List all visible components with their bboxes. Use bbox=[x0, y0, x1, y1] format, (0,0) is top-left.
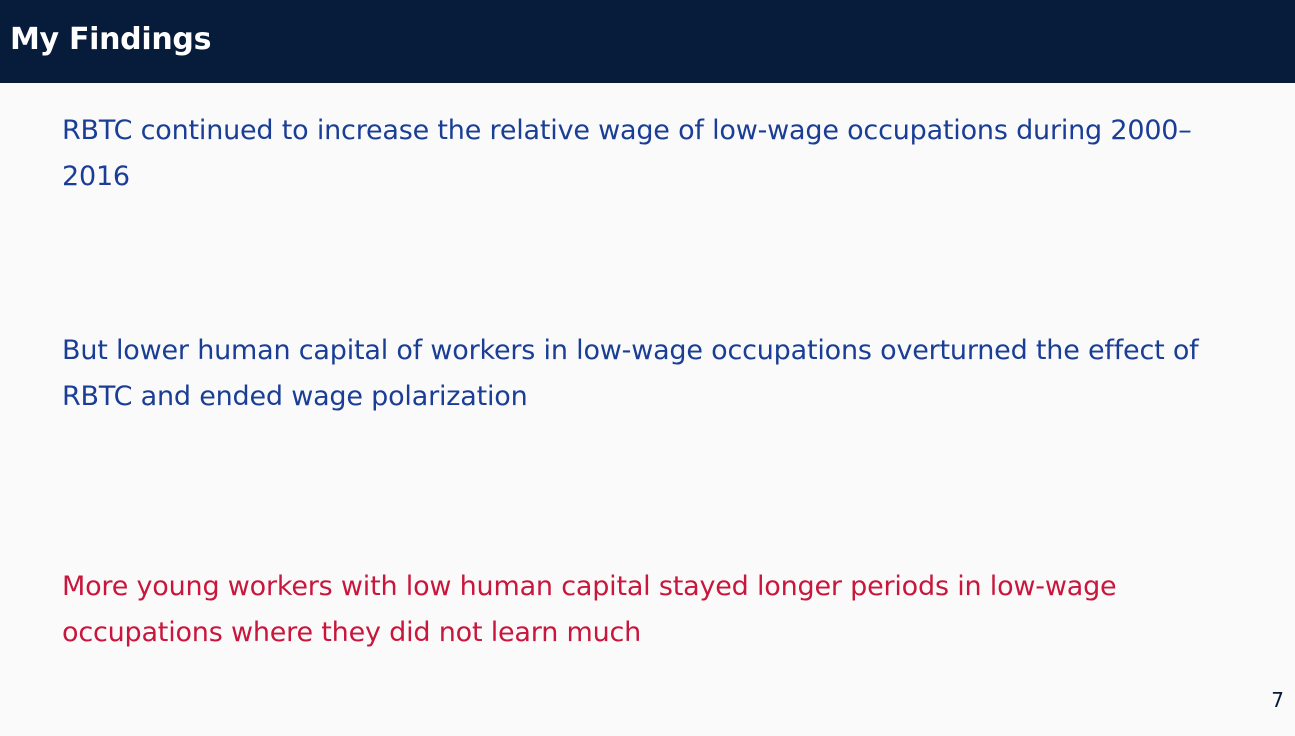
finding-2: But lower human capital of workers in lo… bbox=[62, 335, 1199, 412]
finding-3-highlight: More young workers with low human capita… bbox=[62, 571, 1117, 648]
slide-header: My Findings bbox=[0, 0, 1295, 83]
slide-title: My Findings bbox=[10, 22, 212, 57]
finding-1: RBTC continued to increase the relative … bbox=[62, 115, 1192, 192]
page-number: 7 bbox=[1271, 688, 1284, 712]
